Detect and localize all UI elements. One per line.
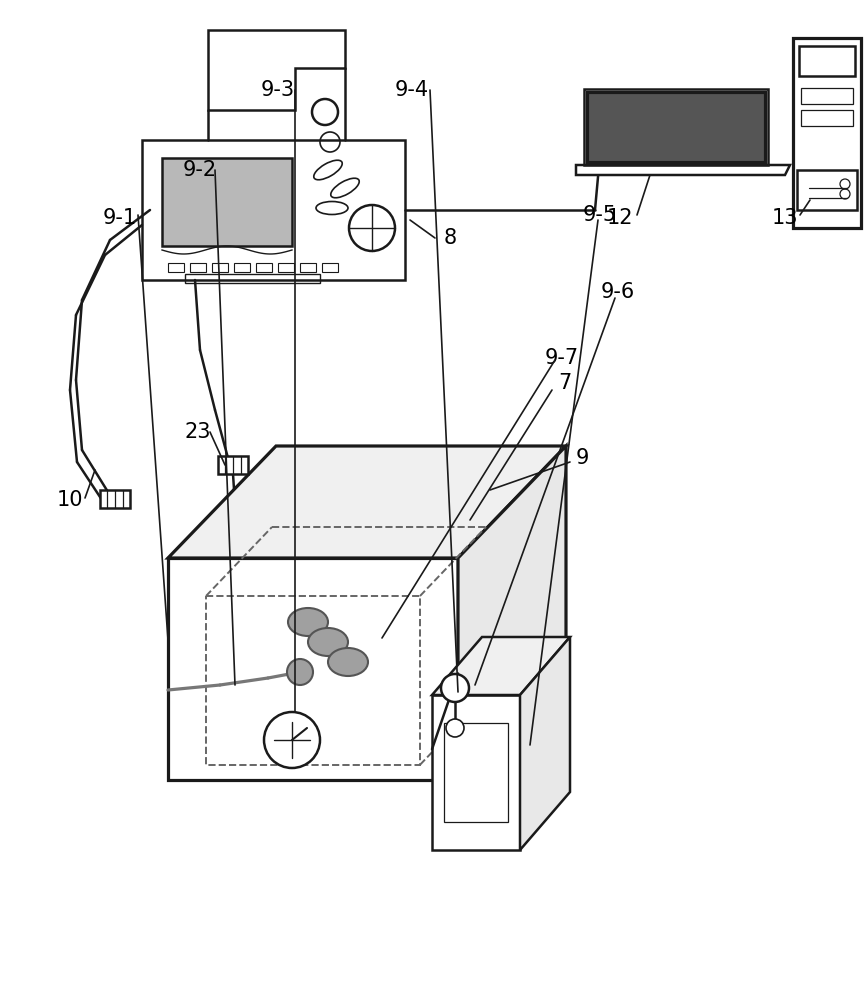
Polygon shape xyxy=(208,30,345,110)
Bar xyxy=(797,170,857,210)
Text: 9-2: 9-2 xyxy=(183,160,217,180)
Polygon shape xyxy=(576,165,790,175)
Circle shape xyxy=(264,712,320,768)
Bar xyxy=(300,263,316,272)
Polygon shape xyxy=(168,446,566,558)
Bar xyxy=(190,263,206,272)
Text: 10: 10 xyxy=(57,490,83,510)
Bar xyxy=(218,456,248,474)
Bar xyxy=(162,158,292,246)
Text: 9-3: 9-3 xyxy=(261,80,295,100)
Circle shape xyxy=(441,674,469,702)
Text: 13: 13 xyxy=(772,208,798,228)
Bar xyxy=(801,88,853,104)
Polygon shape xyxy=(432,637,570,695)
Polygon shape xyxy=(432,695,520,850)
Bar xyxy=(185,274,320,283)
Bar xyxy=(444,723,508,822)
Ellipse shape xyxy=(328,648,368,676)
Text: 7: 7 xyxy=(559,373,572,393)
Polygon shape xyxy=(168,558,458,780)
Ellipse shape xyxy=(288,608,328,636)
Bar xyxy=(256,263,272,272)
Polygon shape xyxy=(458,446,566,780)
Bar xyxy=(322,263,338,272)
Text: 23: 23 xyxy=(184,422,211,442)
Text: 9-4: 9-4 xyxy=(395,80,429,100)
Bar xyxy=(799,46,855,76)
Circle shape xyxy=(446,719,464,737)
Polygon shape xyxy=(520,637,570,850)
Polygon shape xyxy=(142,140,405,280)
Bar xyxy=(100,490,130,508)
Text: 9-6: 9-6 xyxy=(601,282,635,302)
Text: 8: 8 xyxy=(443,228,456,248)
Bar xyxy=(584,89,768,165)
Circle shape xyxy=(287,659,313,685)
Bar xyxy=(234,263,250,272)
Bar xyxy=(278,263,294,272)
Text: 9-1: 9-1 xyxy=(103,208,137,228)
Bar xyxy=(801,110,853,126)
Ellipse shape xyxy=(308,628,348,656)
Text: 12: 12 xyxy=(607,208,633,228)
Bar xyxy=(793,38,861,228)
Text: 9-5: 9-5 xyxy=(583,205,617,225)
Bar xyxy=(587,92,765,162)
Bar xyxy=(212,263,228,272)
Bar xyxy=(168,263,184,272)
Text: 9: 9 xyxy=(575,448,589,468)
Bar xyxy=(206,596,420,765)
Text: 9-7: 9-7 xyxy=(545,348,579,368)
